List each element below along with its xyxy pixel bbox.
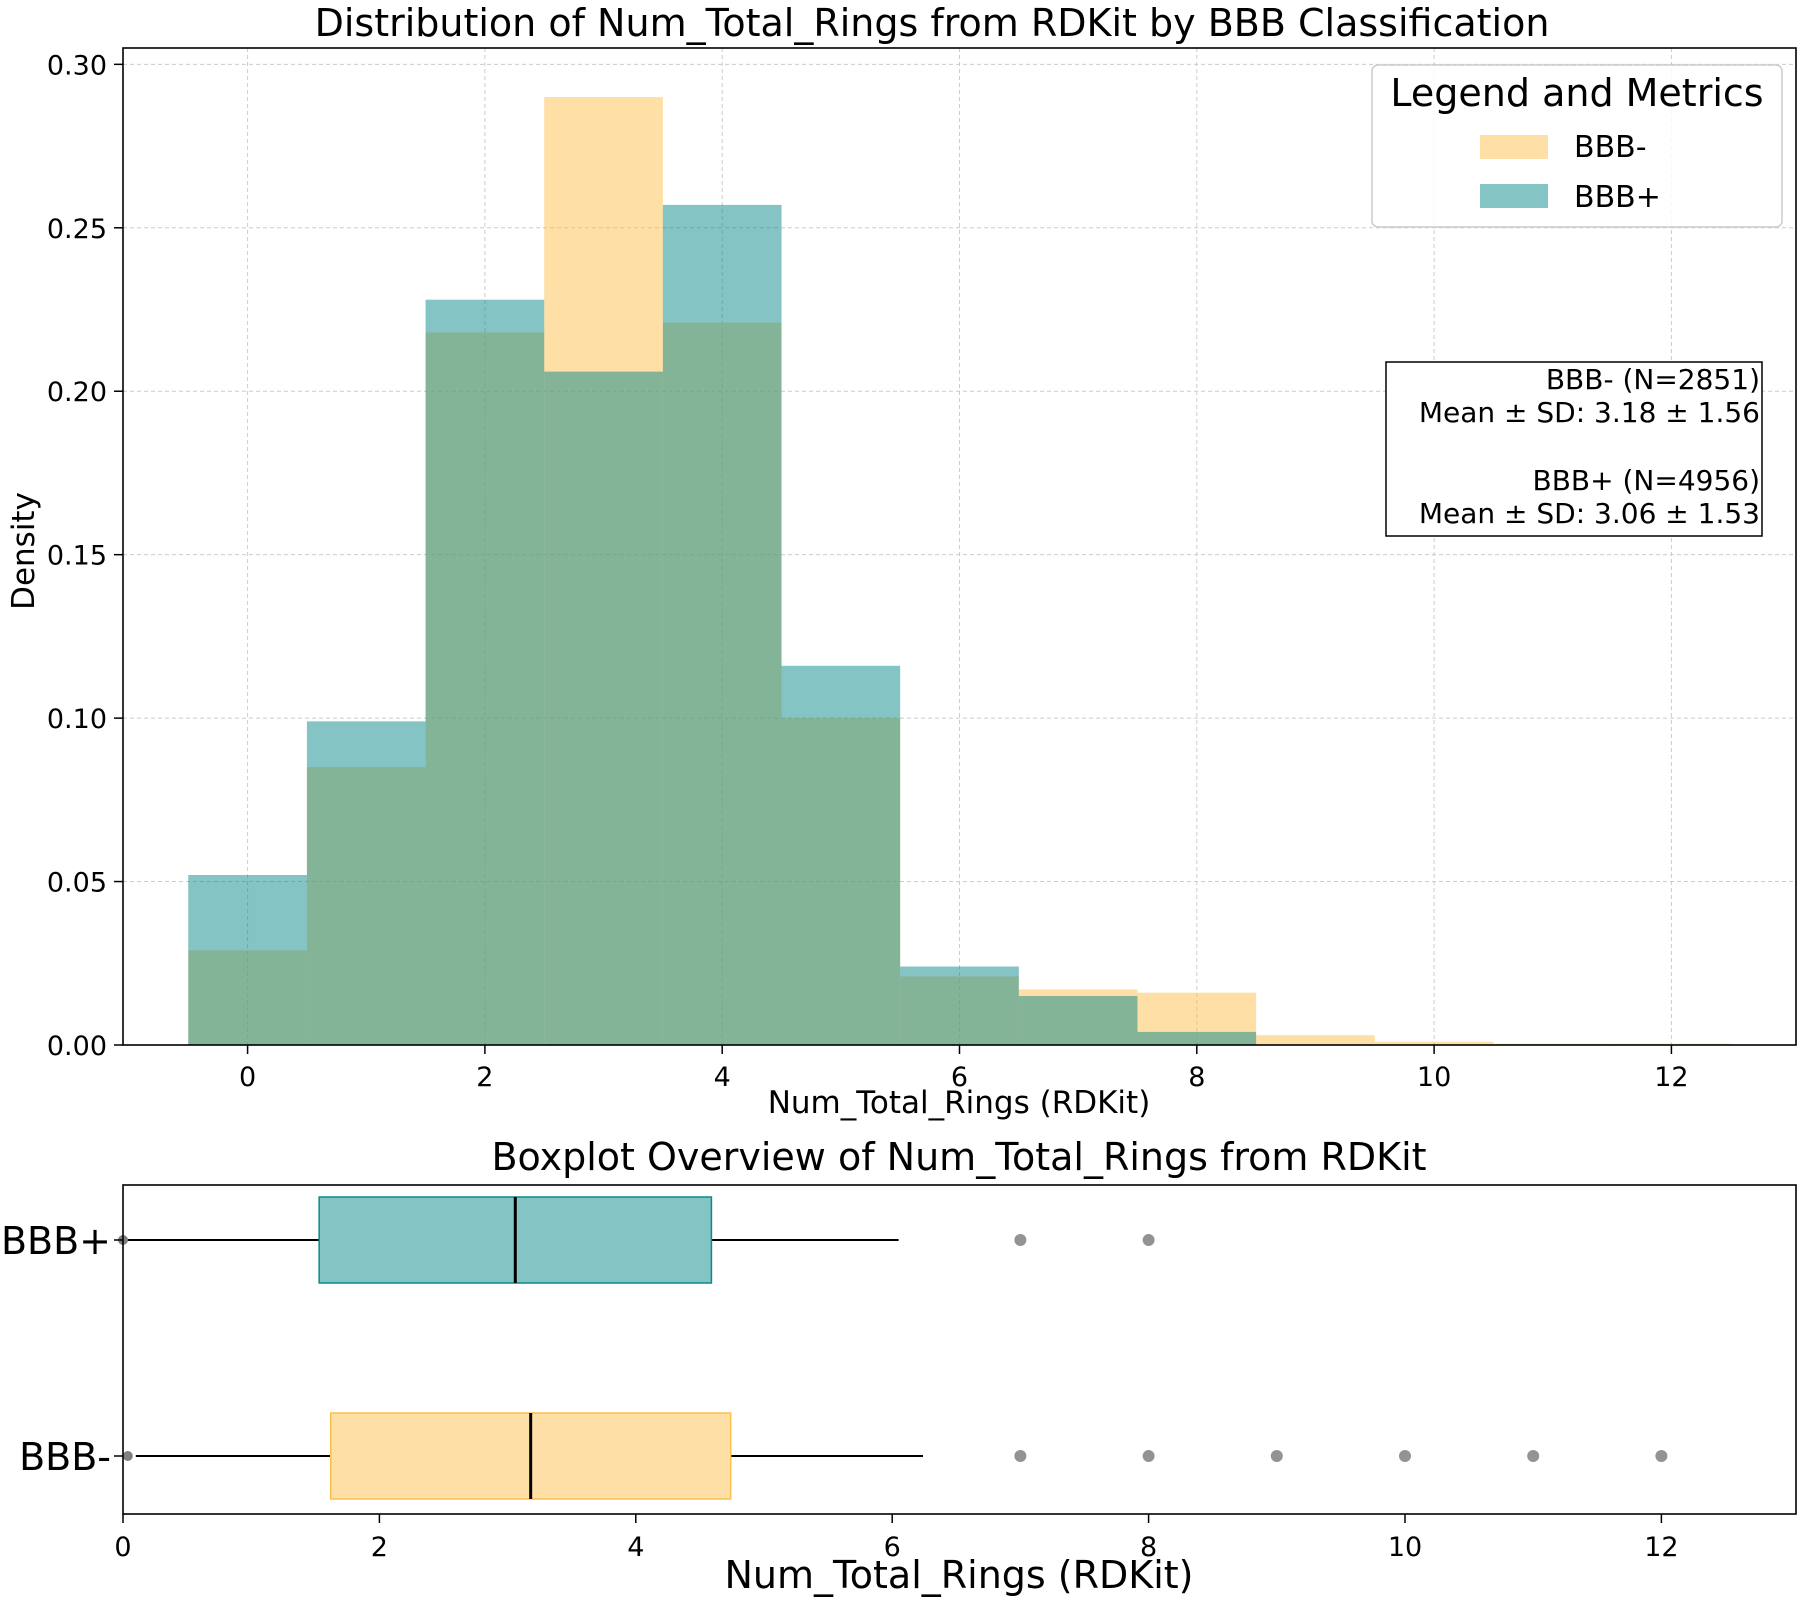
outlier-point [1142, 1450, 1155, 1462]
x-tick-label: 2 [371, 1532, 388, 1563]
legend-title: Legend and Metrics [1390, 71, 1763, 115]
legend-label-bbb-plus: BBB+ [1574, 180, 1661, 215]
histogram-bar [544, 371, 663, 1045]
y-tick-label: 0.15 [47, 541, 107, 572]
legend-label-bbb-minus: BBB- [1574, 130, 1647, 165]
histogram-bar [900, 966, 1019, 1045]
histogram-y-ticks: 0.00 0.05 0.10 0.15 0.20 0.25 0.30 [47, 50, 123, 1062]
metrics-bbb-minus-line: Mean ± SD: 3.18 ± 1.56 [1419, 396, 1760, 429]
boxplot-title: Boxplot Overview of Num_Total_Rings from… [491, 1135, 1426, 1179]
histogram-bar [188, 875, 307, 1045]
y-tick-label: 0.05 [47, 868, 107, 899]
boxplot-bbb-plus [118, 1196, 1155, 1284]
y-tick-label: 0.20 [47, 377, 107, 408]
histogram-bar [1018, 995, 1138, 1045]
x-tick-label: 0 [239, 1062, 256, 1093]
y-tick-label: 0.10 [47, 704, 107, 735]
outlier-point [1014, 1234, 1027, 1246]
x-tick-label: 12 [1654, 1062, 1688, 1093]
boxplot-x-ticks: 0 2 4 6 8 10 12 [114, 1514, 1679, 1563]
y-tick-label: 0.00 [47, 1031, 107, 1062]
x-tick-label: 6 [884, 1532, 901, 1563]
boxplot-category-labels: BBB+ BBB- [1, 1219, 123, 1479]
x-tick-label: 2 [476, 1062, 493, 1093]
outlier-point [122, 1451, 133, 1461]
boxplot-frame [122, 1184, 1797, 1515]
boxplot-bbb-minus [122, 1412, 1668, 1500]
outlier-point [1270, 1450, 1283, 1462]
metrics-bbb-plus-header: BBB+ (N=4956) [1533, 464, 1761, 497]
x-tick-label: 4 [714, 1062, 731, 1093]
histogram-bar [1137, 1031, 1257, 1045]
y-tick-label: 0.30 [47, 50, 107, 81]
outlier-point [1398, 1450, 1411, 1462]
boxplot-x-axis-label: Num_Total_Rings (RDKit) [724, 1553, 1193, 1597]
metrics-bbb-minus-header: BBB- (N=2851) [1546, 363, 1760, 396]
boxplot-groups [118, 1196, 1668, 1500]
outlier-point [1142, 1234, 1155, 1246]
x-tick-label: 10 [1388, 1532, 1422, 1563]
x-tick-label: 8 [1188, 1062, 1205, 1093]
histogram-bar [781, 665, 901, 1045]
x-tick-label: 8 [1140, 1532, 1157, 1563]
x-tick-label: 10 [1417, 1062, 1451, 1093]
histogram-bar [425, 299, 545, 1045]
metrics-box: BBB- (N=2851) Mean ± SD: 3.18 ± 1.56 BBB… [1385, 361, 1763, 537]
outlier-point [1014, 1450, 1027, 1462]
histogram-bar [662, 204, 782, 1046]
legend-box [1371, 64, 1783, 228]
legend-swatch-bbb-plus [1480, 184, 1548, 208]
histogram-bar [1374, 1041, 1494, 1045]
histogram-bars [188, 97, 1731, 1046]
histogram-panel: Distribution of Num_Total_Rings from RDK… [6, 1, 1797, 1121]
histogram-x-ticks: 0 2 4 6 8 10 12 [239, 1045, 1689, 1093]
legend-swatch-bbb-minus [1480, 135, 1548, 159]
boxplot-panel: Boxplot Overview of Num_Total_Rings from… [1, 1135, 1797, 1597]
category-label-bbb-plus: BBB+ [1, 1219, 111, 1263]
metrics-bbb-plus-line: Mean ± SD: 3.06 ± 1.53 [1419, 497, 1760, 530]
x-tick-label: 12 [1644, 1532, 1678, 1563]
outlier-point [1527, 1450, 1540, 1462]
series-bbb-plus [188, 204, 1257, 1046]
category-label-bbb-minus: BBB- [19, 1435, 111, 1479]
x-tick-label: 0 [114, 1532, 131, 1563]
x-tick-label: 4 [627, 1532, 644, 1563]
histogram-y-axis-label: Density [6, 492, 42, 610]
histogram-x-axis-label: Num_Total_Rings (RDKit) [768, 1085, 1151, 1121]
histogram-bar [1256, 1035, 1375, 1045]
legend: Legend and Metrics BBB- BBB+ [1371, 64, 1783, 228]
histogram-title: Distribution of Num_Total_Rings from RDK… [315, 1, 1550, 45]
x-tick-label: 6 [951, 1062, 968, 1093]
histogram-bar [306, 721, 426, 1045]
y-tick-label: 0.25 [47, 214, 107, 245]
metrics-frame [1385, 361, 1763, 537]
outlier-point [1655, 1450, 1668, 1462]
